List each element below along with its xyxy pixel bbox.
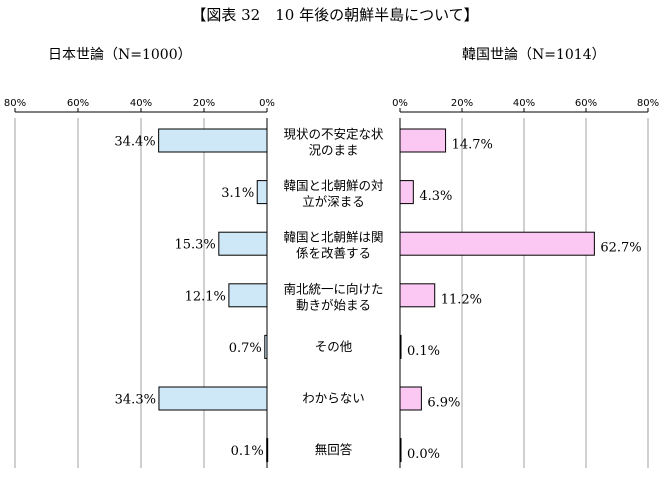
korea-value-label: 11.2%	[441, 292, 482, 307]
left-tick-label: 20%	[193, 98, 215, 109]
category-label-line1: 韓国と北朝鮮の対	[283, 178, 383, 193]
korea-bar	[399, 128, 447, 153]
japan-bar	[218, 231, 268, 256]
korea-bar	[399, 334, 402, 359]
japan-bar	[264, 334, 268, 359]
korea-value-label: 0.1%	[407, 344, 440, 359]
chart-title: 【図表 32 10 年後の朝鮮半島について】	[191, 6, 479, 24]
korea-bar	[399, 386, 422, 411]
korea-subtitle: 韓国世論（N=1014）	[462, 47, 606, 63]
korea-value-label: 6.9%	[427, 396, 460, 411]
category-label-line1: 現状の不安定な状	[283, 127, 384, 142]
korea-value-label: 0.0%	[407, 447, 440, 462]
japan-bar	[256, 180, 268, 205]
left-tick-label: 80%	[4, 98, 26, 109]
category-label: 無回答	[315, 442, 353, 457]
japan-bar	[228, 283, 268, 308]
category-label-line2: 況のまま	[308, 143, 358, 158]
japan-subtitle: 日本世論（N=1000）	[48, 47, 192, 63]
japan-bar	[158, 386, 268, 411]
japan-value-label: 0.1%	[231, 444, 264, 459]
right-tick-label: 80%	[637, 98, 659, 109]
category-label-line1: 韓国と北朝鮮は関	[283, 230, 383, 245]
category-label-line2: 立が深まる	[302, 194, 365, 209]
japan-bar	[266, 438, 269, 463]
japan-value-label: 12.1%	[185, 289, 226, 304]
korea-value-label: 62.7%	[600, 241, 641, 256]
korea-value-label: 4.3%	[419, 189, 452, 204]
right-tick-label: 0%	[392, 98, 408, 109]
right-tick-label: 40%	[513, 98, 535, 109]
japan-bar	[158, 128, 268, 153]
category-label-line2: 動きが始まる	[296, 297, 371, 312]
category-label-line2: 係を改善する	[296, 246, 371, 261]
korea-bar	[399, 438, 402, 463]
left-tick-label: 40%	[130, 98, 152, 109]
japan-value-label: 15.3%	[174, 238, 215, 253]
korea-bar	[399, 283, 436, 308]
category-label: その他	[315, 339, 353, 354]
japan-value-label: 34.4%	[114, 135, 155, 150]
left-tick-label: 60%	[67, 98, 89, 109]
japan-value-label: 34.3%	[115, 393, 156, 408]
korea-bar	[399, 231, 595, 256]
japan-value-label: 3.1%	[221, 186, 254, 201]
category-label: わからない	[302, 391, 365, 406]
left-tick-label: 0%	[259, 98, 275, 109]
right-tick-label: 60%	[575, 98, 597, 109]
korea-value-label: 14.7%	[452, 138, 493, 153]
category-label-line1: 南北統一に向けた	[283, 281, 383, 296]
right-tick-label: 20%	[451, 98, 473, 109]
japan-value-label: 0.7%	[229, 341, 262, 356]
korea-bar	[399, 180, 414, 205]
